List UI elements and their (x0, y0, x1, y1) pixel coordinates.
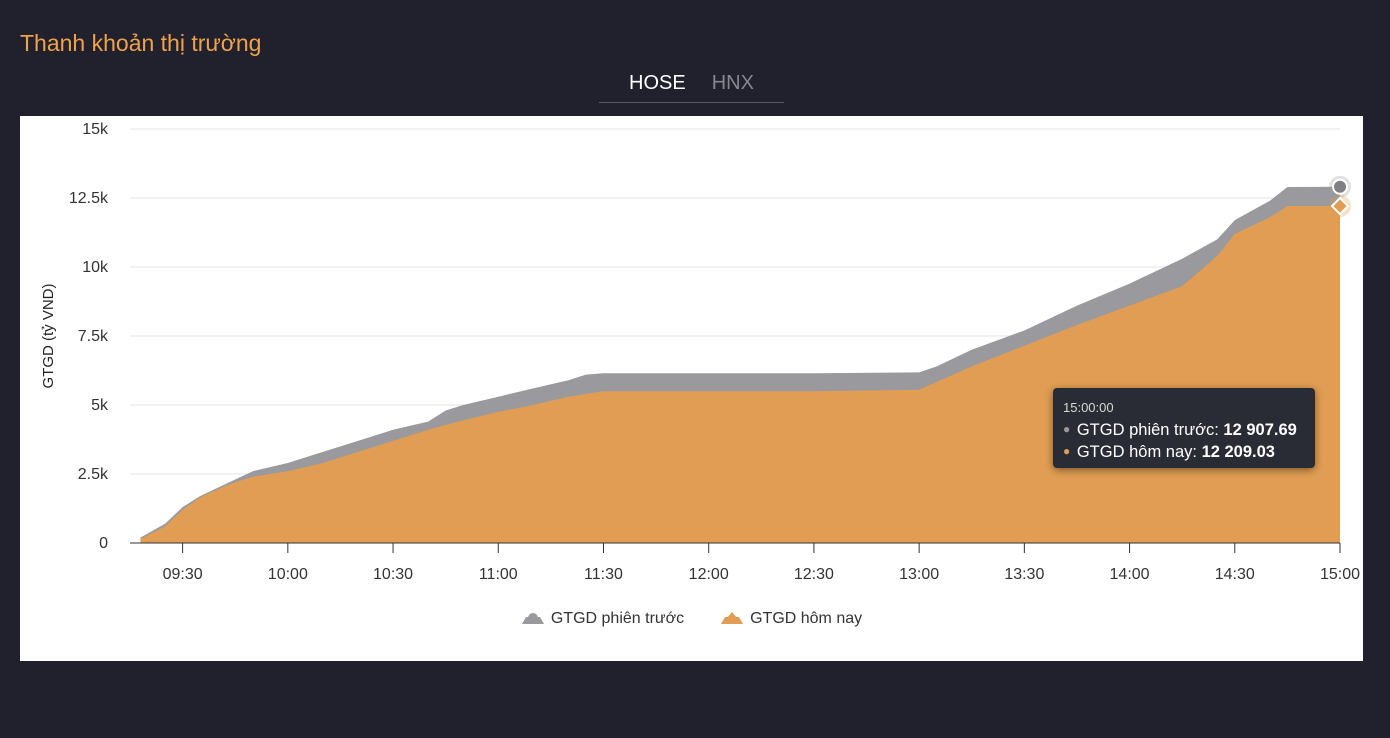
x-tick-label: 14:00 (1110, 566, 1150, 583)
x-tick-label: 10:30 (373, 566, 413, 583)
legend-prev-label: GTGD phiên trước (550, 610, 685, 627)
y-tick-label: 2.5k (78, 466, 109, 483)
today-marker (1330, 196, 1350, 216)
tooltip-prev-label: GTGD phiên trước: (1076, 421, 1219, 439)
y-axis-title: GTGD (tỷ VND) (40, 284, 57, 389)
x-tick-label: 13:00 (899, 566, 939, 583)
x-tick-label: 09:30 (163, 566, 203, 583)
legend-prev-swatch (521, 613, 544, 624)
tooltip-today-value: 12 209.03 (1201, 443, 1275, 461)
tooltip-prev-value: 12 907.69 (1223, 421, 1297, 439)
tab-hose[interactable]: HOSE (629, 72, 686, 94)
x-tick-label: 15:00 (1320, 566, 1360, 583)
tooltip-today-dot: ● (1063, 444, 1071, 458)
liquidity-chart: 0 2.5k 5k 7.5k 10k 12.5k 15k GTGD (tỷ VND) 09:30… (20, 116, 1363, 661)
chart-tooltip: 15:00:00 ● GTGD phiên trước: 12 907.69 ●… (1053, 388, 1315, 468)
legend-today-label: GTGD hôm nay (750, 610, 863, 627)
x-tick-label: 11:30 (584, 566, 623, 583)
x-tick-label: 12:00 (689, 566, 729, 583)
legend-item-today[interactable]: GTGD hôm nay (720, 610, 862, 628)
chart-legend: GTGD phiên trước GTGD hôm nay (20, 610, 1363, 628)
x-tick-label: 12:30 (794, 566, 834, 583)
tooltip-today-label: GTGD hôm nay: (1076, 443, 1197, 461)
page-title: Thanh khoản thị trường (20, 30, 262, 56)
prev-marker (1332, 178, 1348, 195)
tooltip-row-today: ● GTGD hôm nay: 12 209.03 (1063, 441, 1305, 463)
y-tick-label: 7.5k (78, 328, 109, 345)
y-tick-label: 10k (82, 259, 109, 276)
x-tick-label: 13:30 (1004, 566, 1044, 583)
tooltip-prev-dot: ● (1063, 422, 1071, 436)
y-tick-label: 5k (91, 397, 109, 414)
chart-plot: 0 2.5k 5k 7.5k 10k 12.5k 15k GTGD (tỷ VND) 09:30… (40, 121, 1360, 583)
y-tick-label: 15k (82, 121, 109, 138)
x-tick-label: 11:00 (479, 566, 518, 583)
tooltip-row-prev: ● GTGD phiên trước: 12 907.69 (1063, 419, 1305, 441)
legend-item-prev[interactable]: GTGD phiên trước (521, 610, 684, 628)
tab-hnx[interactable]: HNX (711, 72, 754, 94)
x-tick-label: 10:00 (268, 566, 308, 583)
legend-today-swatch (721, 612, 744, 624)
area-today (140, 206, 1340, 543)
y-tick-label: 12.5k (69, 190, 109, 207)
tooltip-time: 15:00:00 (1063, 400, 1114, 415)
exchange-tabs: HOSE HNX (599, 70, 784, 103)
y-tick-label: 0 (99, 535, 108, 552)
x-tick-label: 14:30 (1215, 566, 1255, 583)
